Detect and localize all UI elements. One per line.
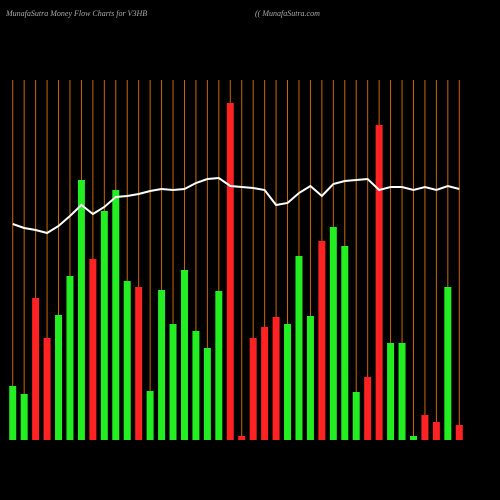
bar — [43, 338, 51, 440]
bar — [409, 436, 417, 440]
bar — [455, 425, 463, 440]
bar — [375, 125, 383, 440]
bar — [112, 190, 120, 440]
bar — [284, 324, 292, 440]
bar — [318, 241, 326, 440]
bar — [123, 281, 131, 440]
bar — [432, 422, 440, 440]
bar — [32, 298, 40, 440]
bar — [9, 386, 17, 440]
bar — [192, 331, 200, 440]
bar — [180, 270, 188, 440]
money-flow-line — [12, 176, 460, 235]
bar — [20, 394, 28, 440]
bar — [77, 180, 85, 440]
bar — [226, 103, 234, 440]
bar — [421, 415, 429, 440]
chart-subtitle: (( MunafaSutra.com — [255, 9, 320, 18]
bar — [66, 276, 74, 440]
bar — [169, 324, 177, 440]
bar — [398, 343, 406, 440]
bar — [295, 256, 303, 440]
bar — [249, 338, 257, 440]
bar — [215, 291, 223, 440]
chart-title: MunafaSutra Money Flow Charts for V3HB — [5, 9, 147, 18]
bar — [146, 391, 154, 440]
bar — [135, 287, 143, 440]
bar — [329, 227, 337, 440]
bar — [341, 246, 349, 440]
bar — [261, 327, 269, 440]
bar — [55, 315, 63, 440]
bar — [352, 392, 360, 440]
bar — [203, 348, 211, 440]
bar — [100, 211, 108, 440]
bar — [158, 290, 166, 440]
bar — [89, 259, 97, 440]
bar — [387, 343, 395, 440]
bar — [306, 316, 314, 440]
bar — [364, 377, 372, 440]
bar — [238, 436, 246, 440]
bar — [444, 287, 452, 440]
bar — [272, 317, 280, 440]
